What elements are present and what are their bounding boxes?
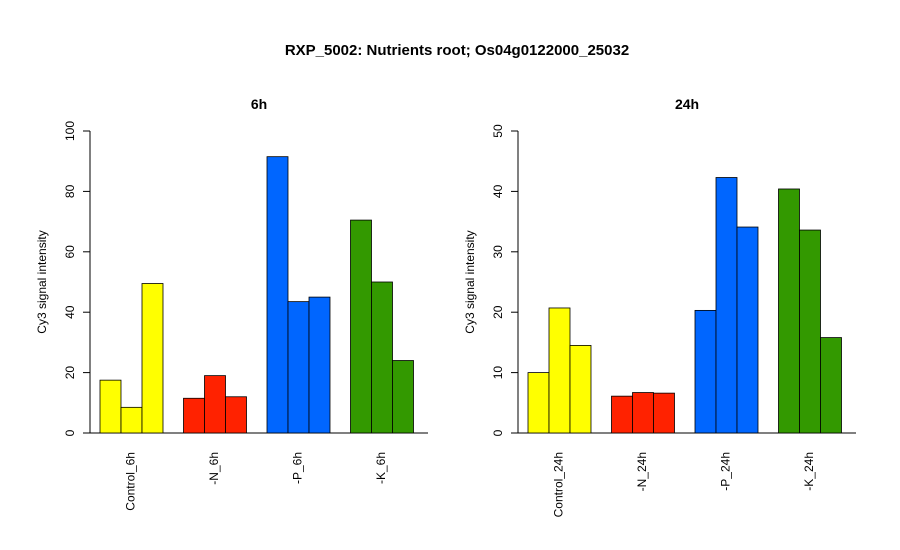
bar: [287, 301, 310, 434]
bar: [632, 392, 654, 434]
y-tick-label: 40: [63, 305, 77, 319]
bar: [141, 283, 164, 434]
bar: [308, 296, 331, 434]
x-tick-label: -K_6h: [374, 452, 388, 484]
y-tick-label: 0: [63, 429, 77, 436]
x-tick-label: -P_6h: [291, 452, 305, 484]
panel-24h: 24h Cy3 signal intensity 0 10 20 30 40 50 Contro…: [463, 96, 856, 517]
bar: [611, 395, 633, 434]
y-tick-label: 80: [63, 184, 77, 198]
bar: [548, 307, 571, 434]
bar: [527, 372, 550, 434]
x-tick-label: Control_24h: [552, 452, 566, 517]
y-axis-label: Cy3 signal intensity: [35, 230, 49, 333]
bar: [392, 360, 414, 434]
y-axis-label: Cy3 signal intensity: [463, 230, 477, 333]
x-tick-label: -N_6h: [207, 452, 221, 485]
bar: [653, 392, 675, 434]
x-tick-label: -P_24h: [719, 452, 733, 491]
y-tick-label: 100: [63, 121, 77, 141]
y-tick-label: 60: [63, 245, 77, 259]
bar: [266, 156, 289, 434]
y-tick-label: 20: [63, 366, 77, 380]
bar: [799, 229, 821, 434]
bar: [204, 375, 226, 434]
bar: [371, 281, 393, 434]
bar: [183, 397, 205, 434]
x-tick-label: Control_6h: [124, 452, 138, 511]
main-title: RXP_5002: Nutrients root; Os04g0122000_2…: [285, 42, 629, 59]
bar: [225, 396, 247, 434]
y-tick-label: 30: [491, 245, 505, 259]
bar: [350, 219, 372, 434]
y-tick-label: 0: [491, 429, 505, 436]
bar: [736, 226, 759, 434]
bar: [99, 379, 122, 434]
bar: [778, 188, 800, 434]
y-tick-label: 20: [491, 305, 505, 319]
bar: [120, 406, 143, 434]
panel-6h: 6h Cy3 signal intensity 0 20 40 60 80 100 Contro…: [35, 96, 428, 511]
y-tick-label: 40: [491, 184, 505, 198]
panel-title: 24h: [675, 96, 699, 112]
x-tick-label: -K_24h: [802, 452, 816, 491]
y-tick-label: 10: [491, 366, 505, 380]
panel-title: 6h: [251, 96, 267, 112]
bar: [569, 345, 592, 434]
y-tick-label: 50: [491, 124, 505, 138]
bar: [820, 337, 842, 434]
bar: [715, 177, 738, 434]
bar: [694, 309, 717, 434]
x-tick-label: -N_24h: [635, 452, 649, 491]
